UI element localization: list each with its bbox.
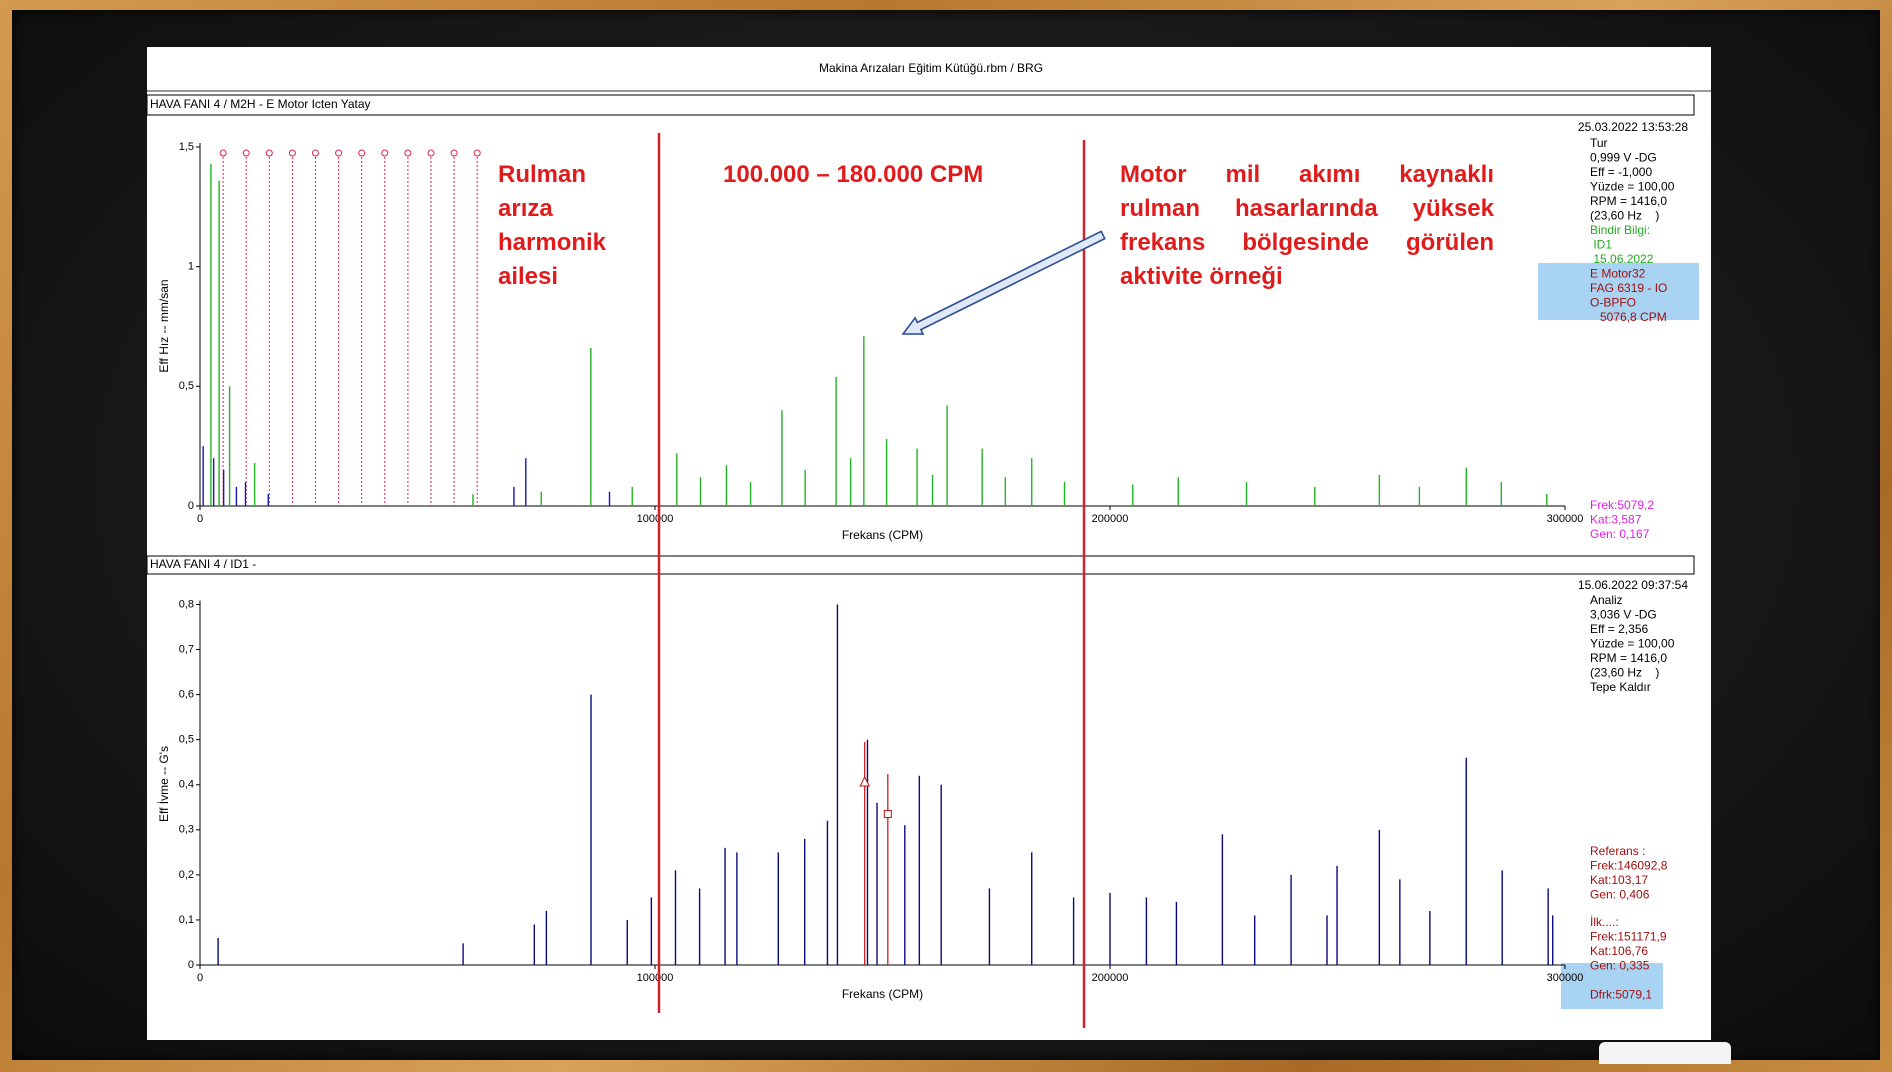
y-tick-label: 1,5 [179, 141, 194, 153]
tab [1599, 1042, 1731, 1064]
info-line: Eff = 2,356 [1590, 622, 1648, 636]
info-line: E Motor32 [1590, 267, 1646, 281]
info-line: Tur [1590, 136, 1608, 150]
info-date: 25.03.2022 13:53:28 [1578, 120, 1688, 134]
harmonic-marker [358, 149, 366, 157]
info-line: (23,60 Hz ) [1590, 209, 1659, 223]
info-line: İlk....: [1590, 915, 1619, 929]
info-date: 15.06.2022 09:37:54 [1578, 578, 1688, 592]
y-tick-label: 0,7 [179, 643, 194, 655]
activity-note: Motor mil akımı kaynaklı rulman hasarlar… [1120, 158, 1494, 294]
y-tick-label: 0,5 [179, 734, 194, 746]
harmonic-marker [450, 149, 458, 157]
info-line: Referans : [1590, 844, 1645, 858]
harmonic-marker [311, 149, 319, 157]
harmonic-marker [404, 149, 412, 157]
x-tick-label: 100000 [637, 513, 674, 525]
y-tick-label: 0,6 [179, 689, 194, 701]
info-line: Analiz [1590, 593, 1623, 607]
harmonic-marker [242, 149, 250, 157]
y-tick-label: 1 [188, 261, 194, 273]
report-title: Makina Arızaları Eğitim Kütüğü.rbm / BRG [819, 61, 1043, 75]
x-tick-label: 300000 [1547, 513, 1584, 525]
y-tick-label: 0,4 [179, 779, 194, 791]
info-line: 3,036 V -DG [1590, 608, 1657, 622]
y-tick-label: 0,8 [179, 598, 194, 610]
note-line: Rulman [498, 161, 587, 188]
info-line: Dfrk:5079,1 [1590, 988, 1652, 1002]
x-axis-label: Frekans (CPM) [842, 987, 923, 1001]
x-tick-label: 0 [197, 972, 203, 984]
y-tick-label: 0,3 [179, 824, 194, 836]
info-line: (23,60 Hz ) [1590, 666, 1659, 680]
info-line: Gen: 0,167 [1590, 527, 1650, 541]
info-line: Frek:146092,8 [1590, 859, 1668, 873]
info-line: Yüzde = 100,00 [1590, 637, 1675, 651]
harmonic-marker [427, 149, 435, 157]
y-tick-label: 0,5 [179, 380, 194, 392]
harmonic-marker [288, 149, 296, 157]
range-note: 100.000 – 180.000 CPM [723, 161, 984, 188]
y-tick-label: 0 [188, 500, 194, 512]
info-line: Tepe Kaldır [1590, 680, 1651, 694]
note-line: rulman hasarlarında yüksek [1120, 195, 1494, 222]
note-line: arıza [498, 195, 553, 222]
y-axis-label: Eff Hız -- mm/san [157, 279, 171, 372]
harmonic-note: Rulman arıza harmonik ailesi [498, 158, 606, 294]
report-sheet [147, 47, 1711, 1040]
y-tick-label: 0,2 [179, 869, 194, 881]
info-line: Kat:106,76 [1590, 944, 1648, 958]
x-axis-label: Frekans (CPM) [842, 528, 923, 542]
info-line: FAG 6319 - IO [1590, 281, 1667, 295]
x-tick-label: 100000 [637, 972, 674, 984]
info-line: Eff = -1,000 [1590, 165, 1652, 179]
info-line: 15.06.2022 [1590, 252, 1654, 266]
info-line: RPM = 1416,0 [1590, 194, 1667, 208]
y-axis-label: Eff İvme -- G's [157, 746, 171, 822]
panel-header [146, 94, 1695, 116]
highlight-box [1538, 263, 1699, 320]
info-line: Gen: 0,335 [1590, 959, 1650, 973]
harmonic-marker [473, 149, 481, 157]
panel-title: HAVA FANI 4 / M2H - E Motor Icten Yatay [150, 97, 371, 111]
x-tick-label: 0 [197, 513, 203, 525]
info-line: 5076,8 CPM [1590, 310, 1667, 324]
y-tick-label: 0,1 [179, 914, 194, 926]
highlight-box [1561, 963, 1663, 1009]
info-line: RPM = 1416,0 [1590, 651, 1667, 665]
cursor-marker [883, 810, 892, 819]
info-line: O-BPFO [1590, 296, 1636, 310]
info-line: 0,999 V -DG [1590, 151, 1657, 165]
y-tick-label: 0 [188, 959, 194, 971]
harmonic-marker [335, 149, 343, 157]
harmonic-marker [219, 149, 227, 157]
note-line: harmonik [498, 229, 607, 256]
note-line: ailesi [498, 263, 559, 290]
info-line: ID1 [1590, 238, 1612, 252]
x-tick-label: 200000 [1092, 972, 1129, 984]
info-line: Frek:151171,9 [1590, 930, 1667, 944]
note-line: frekans bölgesinde görülen [1120, 229, 1494, 256]
info-line: Yüzde = 100,00 [1590, 180, 1675, 194]
info-line: Gen: 0,406 [1590, 888, 1650, 902]
panel-title: HAVA FANI 4 / ID1 - [150, 557, 256, 571]
x-tick-label: 200000 [1092, 513, 1129, 525]
info-line: Kat:103,17 [1590, 873, 1648, 887]
harmonic-marker [381, 149, 389, 157]
harmonic-marker [265, 149, 273, 157]
note-line: Motor mil akımı kaynaklı [1120, 161, 1494, 188]
info-line: Bindir Bilgi: [1590, 223, 1650, 237]
panel-header [146, 555, 1695, 575]
info-line: Kat:3,587 [1590, 513, 1642, 527]
cursor-marker [859, 775, 871, 787]
note-line: aktivite örneği [1120, 263, 1283, 290]
info-line: Frek:5079,2 [1590, 498, 1654, 512]
x-tick-label: 300000 [1547, 972, 1584, 984]
